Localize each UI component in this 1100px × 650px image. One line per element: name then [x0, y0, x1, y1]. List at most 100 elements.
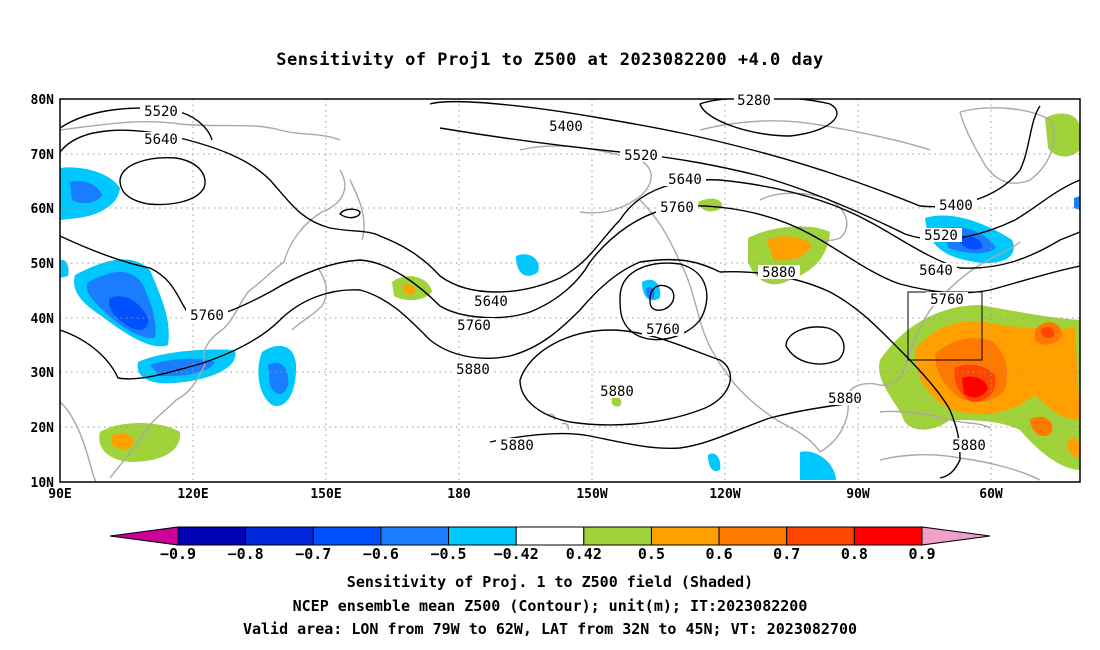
contour-label: 5520 [140, 104, 182, 120]
coast-japan [291, 267, 328, 331]
svg-text:5640: 5640 [474, 294, 508, 310]
footer-line-2: NCEP ensemble mean Z500 (Contour); unit(… [292, 597, 808, 615]
neg-patch-edge-1080 [1074, 196, 1080, 210]
colorbar-cell [786, 526, 855, 546]
neg-patch-philippine-core [268, 362, 289, 395]
coast-asia-east [109, 169, 346, 479]
colorbar-right-triangle [921, 526, 991, 546]
colorbar-label: 0.6 [706, 545, 733, 563]
contour-label: 5640 [140, 132, 182, 148]
colorbar-label: 0.8 [841, 545, 868, 563]
coast-greenland [959, 107, 1055, 184]
lon-label: 60W [979, 487, 1003, 502]
map-frame [59, 98, 1081, 483]
colorbar-cell [718, 526, 788, 546]
colorbar-cell [245, 526, 314, 546]
neg-patch-mex-1 [708, 453, 721, 472]
svg-text:5280: 5280 [737, 93, 771, 109]
svg-text:5880: 5880 [828, 391, 862, 407]
pos-patch-atlantic-max [962, 376, 988, 398]
svg-text:5760: 5760 [457, 318, 491, 334]
pos-patch-canada-core [766, 236, 812, 261]
lon-label: 120E [177, 487, 208, 502]
colorbar-cell [448, 526, 517, 546]
pos-patch-hurricane [1067, 438, 1080, 458]
svg-text:5760: 5760 [646, 322, 680, 338]
colorbar-cell [583, 526, 652, 546]
contour-5760-low [619, 262, 708, 341]
coast-hawaii [547, 413, 570, 431]
contour-label: 5760 [186, 308, 228, 324]
contour-5400 [429, 101, 1041, 208]
pos-patch-greenland [1045, 113, 1080, 157]
svg-text:5640: 5640 [144, 132, 178, 148]
lat-label: 70N [31, 148, 55, 163]
colorbar-label: −0.5 [430, 545, 466, 563]
colorbar-left-triangle [109, 526, 179, 546]
colorbar-cell [515, 526, 585, 546]
svg-text:5880: 5880 [600, 384, 634, 400]
pos-patch-east-lower [1030, 416, 1053, 436]
contour-label: 5640 [915, 263, 957, 279]
coast-caribbean [879, 410, 991, 429]
coastlines [60, 107, 1055, 482]
contour-label: 5520 [620, 148, 662, 164]
contour-high-asia [119, 157, 206, 206]
svg-text:5760: 5760 [660, 200, 694, 216]
colorbar-labels: −0.9 −0.8 −0.7 −0.6 −0.5 −0.42 0.42 0.5 0.6 0.7 0.… [160, 545, 936, 563]
contour-label: 5880 [496, 438, 538, 454]
neg-patch-west-edge-core [70, 180, 102, 204]
colorbar: −0.9 −0.8 −0.7 −0.6 −0.5 −0.42 0.42 0.5 0.6 0.7 0.… [109, 526, 991, 563]
svg-text:5880: 5880 [500, 438, 534, 454]
sensitivity-shading [60, 113, 1080, 480]
footer-line-3: Valid area: LON from 79W to 62W, LAT fro… [242, 620, 858, 638]
colorbar-cell [380, 526, 450, 546]
pos-patch-indochina-core [112, 433, 134, 450]
svg-text:5880: 5880 [456, 362, 490, 378]
lon-label: 180 [447, 487, 471, 502]
svg-text:5400: 5400 [549, 119, 583, 135]
contour-5880-high-atl [785, 326, 845, 365]
colorbar-label: −0.42 [494, 545, 539, 563]
neg-patch-china-core [109, 296, 149, 331]
contour-label: 5880 [948, 438, 990, 454]
neg-patch-mex-2 [800, 451, 836, 480]
lon-label: 90W [846, 487, 870, 502]
contour-5280 [699, 99, 838, 137]
lat-label: 30N [31, 366, 55, 381]
contour-label: 5400 [545, 119, 587, 135]
contour-label: 5520 [920, 228, 962, 244]
colorbar-label: −0.8 [228, 545, 264, 563]
lat-label: 50N [31, 257, 55, 272]
colorbar-cell [650, 526, 720, 546]
contour-label: 5760 [642, 322, 684, 338]
contour-label: 5640 [664, 172, 706, 188]
svg-text:5760: 5760 [190, 308, 224, 324]
svg-text:5640: 5640 [919, 263, 953, 279]
lat-label: 10N [31, 476, 55, 491]
svg-text:5760: 5760 [930, 292, 964, 308]
contour-5880-west [60, 258, 721, 380]
colorbar-label: 0.5 [638, 545, 665, 563]
neg-patch-npac [516, 254, 539, 276]
contour-small-low [339, 208, 361, 219]
svg-text:5880: 5880 [952, 438, 986, 454]
coast-kamchatka [349, 179, 365, 241]
svg-text:5880: 5880 [762, 265, 796, 281]
colorbar-label: 0.42 [566, 545, 602, 563]
contour-label: 5880 [758, 265, 800, 281]
svg-text:5520: 5520 [924, 228, 958, 244]
lat-label: 20N [31, 421, 55, 436]
pos-patch-small-pac [611, 397, 622, 407]
pos-patch-pacific-core [402, 284, 416, 295]
map-title: Sensitivity of Proj1 to Z500 at 20230822… [276, 50, 824, 70]
contour-label: 5760 [926, 292, 968, 308]
colorbar-label: 0.9 [908, 545, 935, 563]
grid-lines [60, 99, 1080, 482]
contour-5880-high-pac [519, 329, 731, 426]
svg-text:5640: 5640 [668, 172, 702, 188]
footer-line-1: Sensitivity of Proj. 1 to Z500 field (Sh… [346, 573, 754, 591]
colorbar-cell [312, 526, 382, 546]
lat-label: 60N [31, 202, 55, 217]
